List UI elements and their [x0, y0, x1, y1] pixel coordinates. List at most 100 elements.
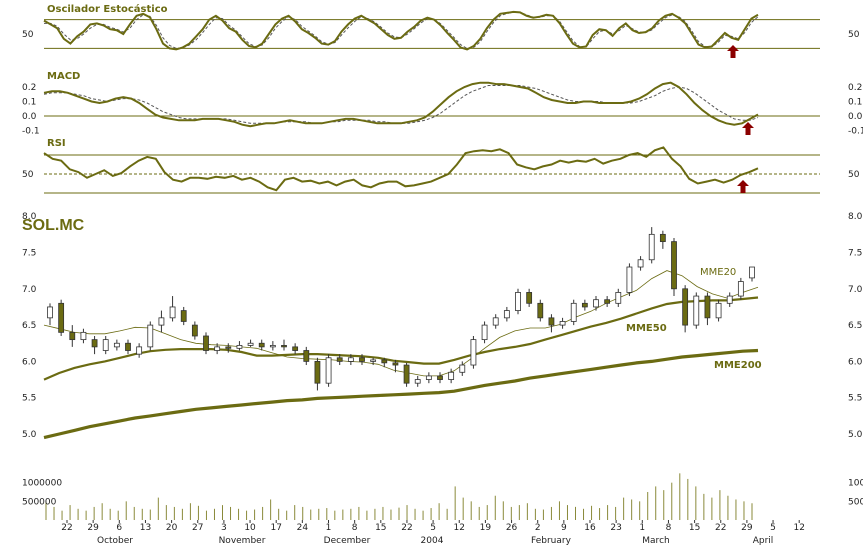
candle-body	[737, 281, 744, 297]
candle-body	[158, 317, 165, 326]
candle-body	[180, 310, 187, 322]
price-tick-right-3: 6.5	[848, 321, 862, 331]
x-tick-label: 2	[535, 523, 541, 533]
month-label: December	[324, 536, 371, 546]
stoch-arrow-icon	[727, 45, 739, 58]
macd-tick-left-1: 0.1	[22, 98, 36, 108]
candle-body	[492, 317, 499, 326]
price-tick-left-5: 5.5	[22, 394, 36, 404]
candle-body	[58, 302, 65, 333]
candle-body	[425, 375, 432, 380]
candle-body	[191, 324, 198, 337]
candle-body	[604, 299, 611, 304]
candle-body	[303, 350, 310, 362]
volume-tick-right-0: 1000000	[848, 479, 863, 489]
candle-body	[91, 339, 98, 348]
candle-body	[626, 266, 633, 293]
candle-body	[726, 295, 733, 304]
month-label: 2004	[421, 536, 444, 546]
macd-title: MACD	[47, 71, 80, 82]
price-tick-right-1: 7.5	[848, 249, 862, 259]
candle-body	[125, 342, 131, 351]
candle-body	[258, 342, 265, 348]
x-tick-label: 12	[454, 523, 465, 533]
x-tick-label: 20	[166, 523, 178, 533]
candle-body	[548, 317, 555, 326]
candle-body	[459, 364, 466, 373]
candle-body	[169, 306, 176, 319]
x-tick-label: 1	[326, 523, 332, 533]
candle-body	[325, 357, 332, 384]
macd-arrow-icon	[742, 122, 754, 135]
x-tick-label: 29	[87, 523, 99, 533]
candle-body	[503, 310, 510, 319]
candle-body	[225, 346, 232, 349]
x-tick-label: 15	[375, 523, 386, 533]
volume-tick-left-0: 1000000	[22, 479, 62, 489]
candle-body	[214, 346, 221, 351]
x-tick-label: 26	[506, 523, 518, 533]
mme200-line	[43, 348, 759, 440]
x-tick-label: 22	[61, 523, 72, 533]
x-tick-label: 1	[639, 523, 645, 533]
x-tick-label: 27	[192, 523, 203, 533]
candle-body	[269, 345, 276, 348]
price-tick-left-0: 8.0	[22, 212, 37, 222]
ticker-label: SOL.MC	[22, 217, 85, 234]
mme20-line	[43, 270, 759, 377]
candle-body	[481, 324, 488, 341]
x-tick-label: 9	[561, 523, 567, 533]
x-tick-label: 22	[715, 523, 726, 533]
month-label: October	[97, 536, 133, 546]
candle-body	[448, 371, 455, 380]
candle-body	[526, 292, 533, 304]
x-tick-label: 17	[270, 523, 281, 533]
candle-body	[715, 302, 722, 319]
candle-body	[570, 302, 577, 322]
x-tick-label: 5	[430, 523, 436, 533]
candle-body	[581, 302, 588, 308]
x-tick-label: 24	[297, 523, 309, 533]
price-tick-right-4: 6.0	[848, 357, 863, 367]
x-tick-label: 8	[666, 523, 672, 533]
stoch-tick-left-0: 50	[22, 30, 34, 40]
price-tick-right-0: 8.0	[848, 212, 863, 222]
macd-tick-right-2: 0.0	[848, 112, 863, 122]
x-tick-label: 6	[116, 523, 122, 533]
candle-body	[292, 346, 299, 351]
month-label: February	[531, 536, 572, 546]
macd-main-line	[43, 81, 759, 128]
candle-body	[414, 379, 421, 384]
price-tick-left-2: 7.0	[22, 285, 37, 295]
x-tick-label: 22	[401, 523, 412, 533]
candle-body	[437, 375, 443, 380]
month-label: November	[219, 536, 266, 546]
price-tick-right-5: 5.5	[848, 394, 862, 404]
candle-body	[69, 331, 76, 341]
candle-body	[314, 360, 321, 384]
volume-tick-left-1: 500000	[22, 497, 57, 507]
price-tick-left-6: 5.0	[22, 430, 37, 440]
candle-body	[693, 295, 700, 326]
price-tick-right-6: 5.0	[848, 430, 863, 440]
x-tick-label: 29	[741, 523, 753, 533]
rsi-title: RSI	[47, 138, 66, 149]
candle-body	[336, 357, 343, 362]
x-tick-label: 13	[140, 523, 151, 533]
x-tick-label: 15	[689, 523, 700, 533]
mme200-label: MME200	[714, 360, 762, 371]
x-tick-label: 12	[793, 523, 804, 533]
candle-body	[559, 321, 566, 326]
candle-body	[281, 345, 287, 348]
candle-body	[593, 299, 599, 308]
candle-body	[671, 241, 677, 290]
rsi-tick-left-0: 50	[22, 170, 34, 180]
candle-body	[370, 359, 377, 362]
macd-tick-left-3: -0.1	[22, 127, 40, 137]
stoch-main-line	[43, 10, 759, 51]
price-tick-left-3: 6.5	[22, 321, 36, 331]
candle-body	[537, 302, 544, 319]
x-tick-label: 16	[584, 523, 596, 533]
candle-body	[403, 364, 410, 384]
